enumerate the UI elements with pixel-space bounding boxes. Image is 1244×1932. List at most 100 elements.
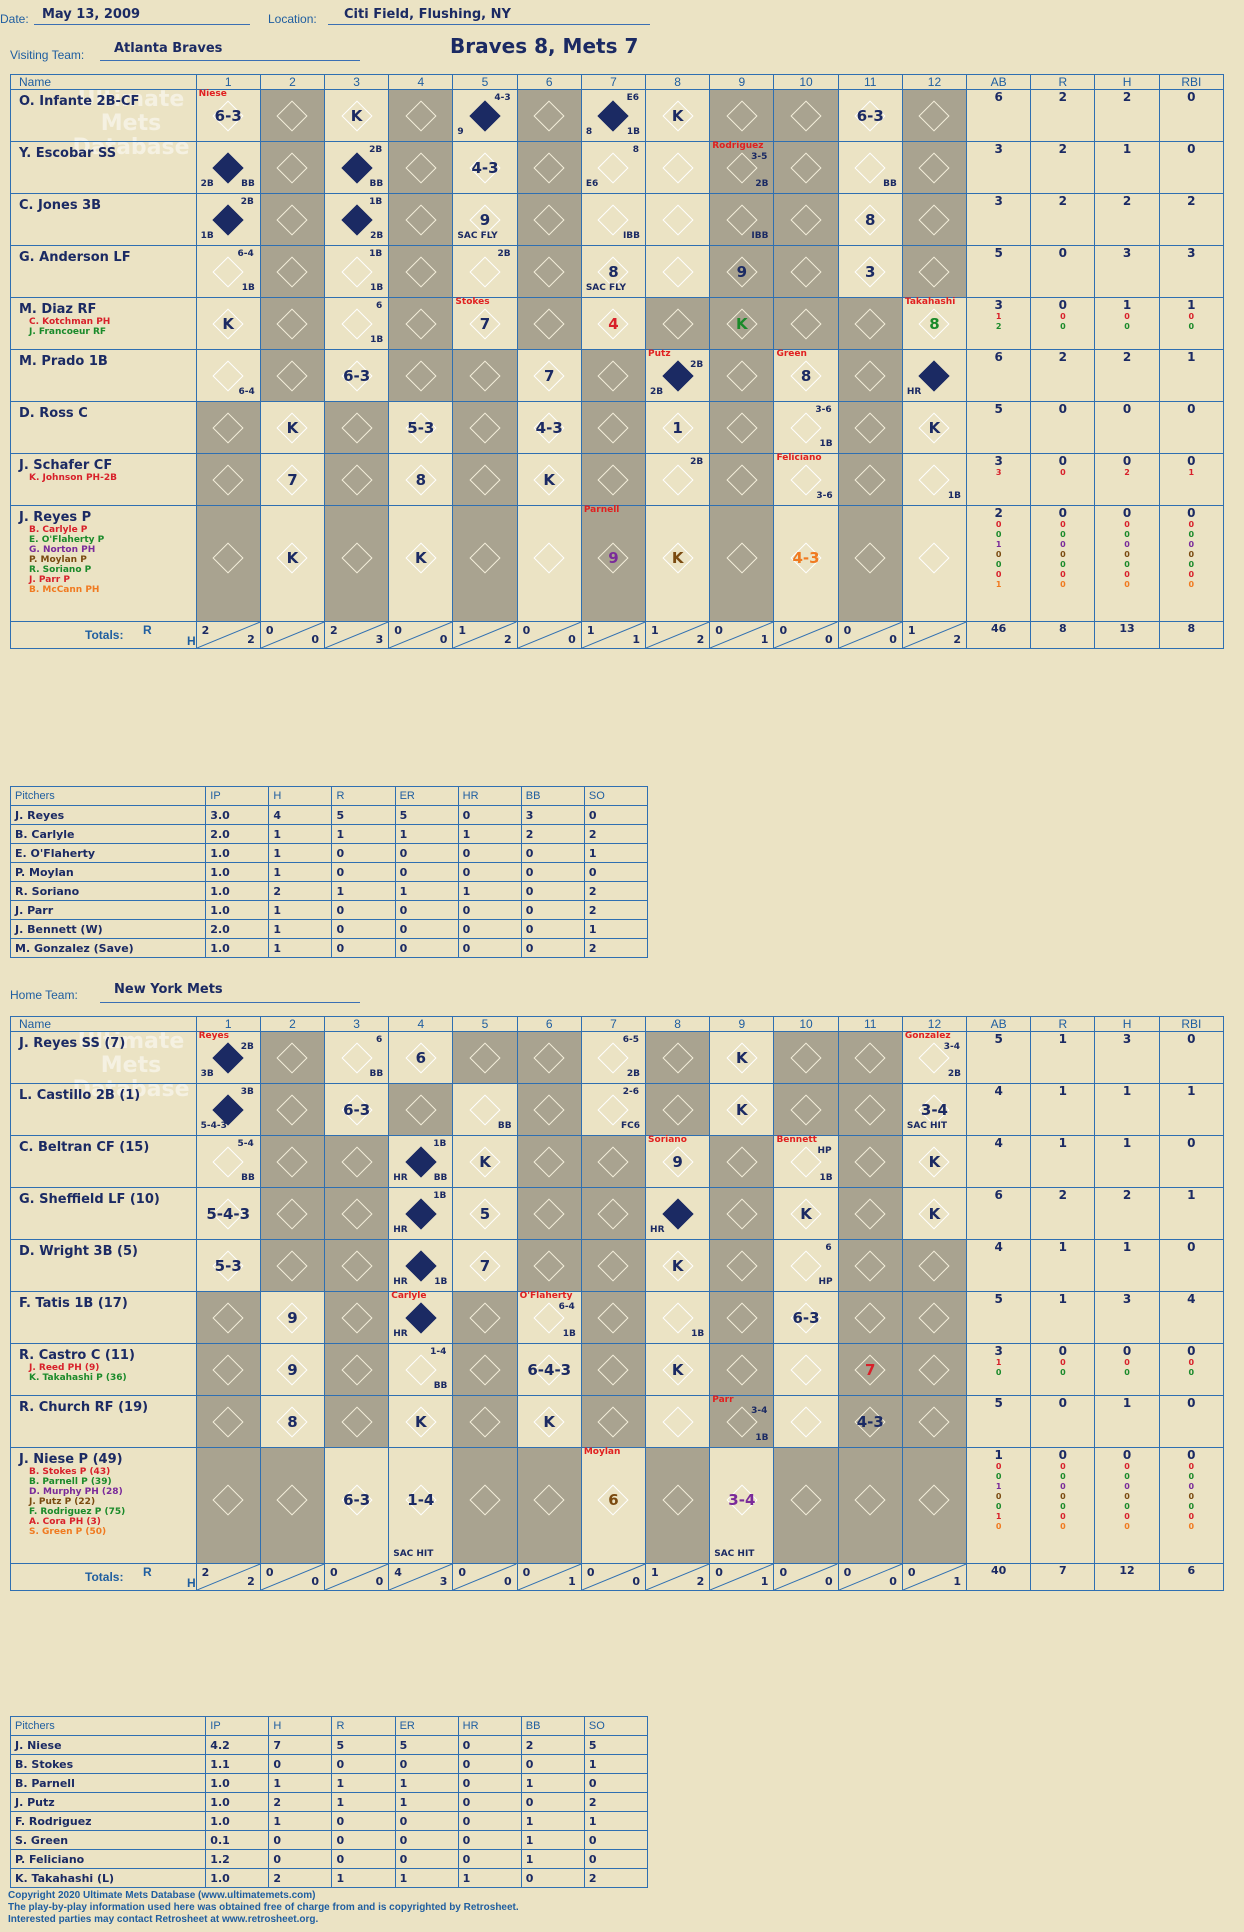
base-note: 1B	[755, 1433, 769, 1443]
inning-header-2: 2	[259, 1016, 326, 1032]
inning-cell: O'Flaherty 6-4 1B	[516, 1291, 582, 1344]
batter-stat-r: 1	[1030, 1239, 1096, 1292]
base-diamond	[854, 359, 886, 392]
stat-value: 0	[1058, 1448, 1068, 1462]
base-note: 2B	[370, 231, 384, 241]
stat-value: 2	[994, 506, 1003, 520]
sub-stat-value: 0	[1124, 550, 1130, 559]
stat-value: 2	[1058, 194, 1068, 208]
advance-note: 6-5	[622, 1035, 640, 1045]
inning-cell	[773, 1447, 839, 1564]
base-diamond	[790, 255, 822, 288]
pitcher-name: J. Parr	[9, 900, 207, 920]
stat-value: 1	[1122, 1396, 1132, 1410]
inning-cell	[452, 1395, 518, 1448]
inning-cell: 6 HP	[773, 1239, 839, 1292]
inning-cell	[773, 297, 839, 350]
inning-cell	[645, 1031, 711, 1084]
pitcher-row: S. Green 0.1 0 0 0 0 1 0	[9, 1830, 649, 1850]
hit-note: HR	[393, 1329, 408, 1339]
base-diamond	[212, 1484, 244, 1516]
scored-run-diamond	[405, 1197, 437, 1230]
inning-cell: K	[709, 297, 775, 350]
inning-cell	[837, 1135, 903, 1188]
stat-value: 0	[1122, 506, 1132, 520]
batter-stat-r: 2	[1030, 349, 1096, 402]
pitcher-stat: 1	[394, 824, 459, 844]
play-result: 4	[608, 314, 619, 333]
inning-cell	[645, 141, 711, 194]
batter-stat-ab: 5	[966, 245, 1032, 298]
totals-label-cell: Totals: R H	[10, 621, 197, 649]
pitcher-stat: 0	[394, 1849, 459, 1869]
scored-run-diamond	[469, 99, 501, 132]
base-diamond	[405, 203, 437, 236]
inning-cell: K	[645, 1343, 711, 1396]
game-date: May 13, 2009	[42, 7, 141, 22]
visiting-team-label: Visiting Team:	[10, 48, 85, 62]
pitcher-stat: 0	[583, 862, 649, 882]
pitcher-stat: 5	[331, 1735, 396, 1755]
base-diamond	[726, 1145, 758, 1178]
inning-runs-total: 2	[201, 1566, 210, 1579]
play-result: 6	[415, 1048, 427, 1067]
totals-divider-line	[774, 1564, 838, 1590]
footer-retrosheet: The play-by-play information used here w…	[8, 1902, 519, 1913]
inning-cell: 6-3	[324, 1447, 390, 1564]
pitcher-stat: 2	[583, 881, 649, 901]
stat-value: 3	[1122, 1032, 1132, 1046]
pitcher-stat: 2	[583, 824, 649, 844]
totals-divider-line	[902, 622, 967, 648]
inning-cell	[259, 1083, 326, 1136]
inning-cell: K	[259, 505, 326, 622]
inning-runs-total: 0	[779, 624, 788, 637]
inning-header-4: 4	[388, 1016, 454, 1032]
substitute-name: J. Putz P (22)	[29, 1497, 96, 1507]
inning-hits-total: 0	[824, 633, 833, 646]
stat-value: 0	[1187, 1448, 1196, 1462]
pitcher-stat: 1	[268, 1811, 333, 1831]
sub-stat-value: 0	[1124, 322, 1130, 331]
pitcher-stat: 0	[520, 843, 585, 863]
inning-cell	[580, 1343, 647, 1396]
pitcher-stat: 0	[394, 1754, 459, 1774]
sub-stat-value: 1	[1188, 468, 1195, 477]
pitcher-stat: 0	[457, 1773, 522, 1793]
batter-stat-h: 3	[1094, 245, 1160, 298]
base-diamond	[918, 1353, 950, 1386]
inning-hits-total: 3	[439, 1575, 448, 1588]
batter-row: J. Reyes P B. Carlyle P E. O'Flaherty P G. …	[10, 505, 1225, 622]
inning-header-1: 1	[195, 74, 261, 90]
stat-value: 2	[1122, 1188, 1132, 1202]
inning-cell	[580, 401, 647, 454]
inning-cell	[773, 1395, 839, 1448]
batter-stat-r: 0	[1030, 245, 1096, 298]
base-diamond	[854, 1197, 886, 1230]
inning-cell	[773, 1343, 839, 1396]
pitcher-stat: 0	[583, 805, 649, 825]
pitcher-stat: 0	[394, 1830, 459, 1850]
base-diamond	[533, 1093, 565, 1126]
stat-value: 0	[1187, 1344, 1196, 1358]
inning-cell	[195, 1395, 261, 1448]
pitcher-stat: 0	[457, 938, 522, 958]
play-result: 9	[672, 1152, 683, 1171]
inning-cell	[388, 349, 454, 402]
footer-contact: Interested parties may contact Retroshee…	[8, 1914, 319, 1925]
scored-run-diamond	[212, 1041, 244, 1074]
base-diamond	[726, 1197, 758, 1230]
totals-divider-line	[710, 622, 774, 648]
scored-run-diamond	[918, 359, 950, 392]
pitcher-stat: 1	[268, 862, 333, 882]
pitcher-row: P. Moylan 1.0 1 0 0 0 0 0	[9, 862, 649, 882]
stat-value: 1	[1122, 1240, 1132, 1254]
inning-cell	[195, 1447, 261, 1564]
inning-cell	[837, 1291, 903, 1344]
pitching-header-ip: IP	[205, 1716, 270, 1736]
base-diamond	[469, 1484, 501, 1516]
pitching-header-r: R	[331, 786, 396, 806]
sub-stat-value: 0	[995, 530, 1002, 539]
pitcher-stat: 1.0	[205, 938, 270, 958]
